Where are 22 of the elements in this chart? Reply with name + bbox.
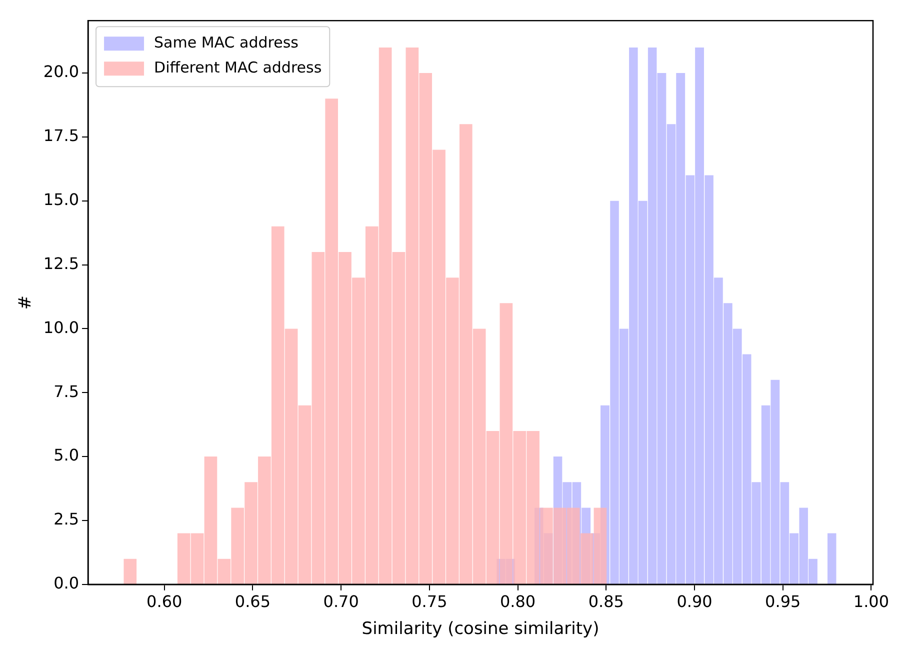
x-axis-title: Similarity (cosine similarity) <box>362 619 600 640</box>
x-tick-label: 0.90 <box>676 592 712 612</box>
x-tick-label: 0.75 <box>412 592 448 612</box>
y-tick-label: 17.5 <box>43 126 80 146</box>
legend-label: Same MAC address <box>154 33 299 52</box>
x-tick-label: 0.80 <box>500 592 536 612</box>
y-tick-label: 12.5 <box>43 254 80 273</box>
y-tick-label: 7.5 <box>54 382 80 401</box>
y-axis-title: # <box>16 295 36 310</box>
x-tick-label: 1.00 <box>853 592 890 612</box>
legend-label: Different MAC address <box>154 58 322 76</box>
y-tick-label: 0.0 <box>54 574 80 593</box>
y-tick-label: 2.5 <box>54 510 80 529</box>
x-tick-label: 0.85 <box>588 592 624 612</box>
x-tick-label: 0.70 <box>323 592 359 612</box>
y-tick-label: 10.0 <box>43 318 80 337</box>
x-tick-label: 0.60 <box>146 592 182 612</box>
y-tick-label: 5.0 <box>54 446 80 465</box>
y-tick-label: 20.0 <box>43 62 80 82</box>
y-tick-label: 15.0 <box>43 190 80 210</box>
x-tick-label: 0.65 <box>234 592 271 612</box>
x-tick-label: 0.95 <box>765 592 801 612</box>
